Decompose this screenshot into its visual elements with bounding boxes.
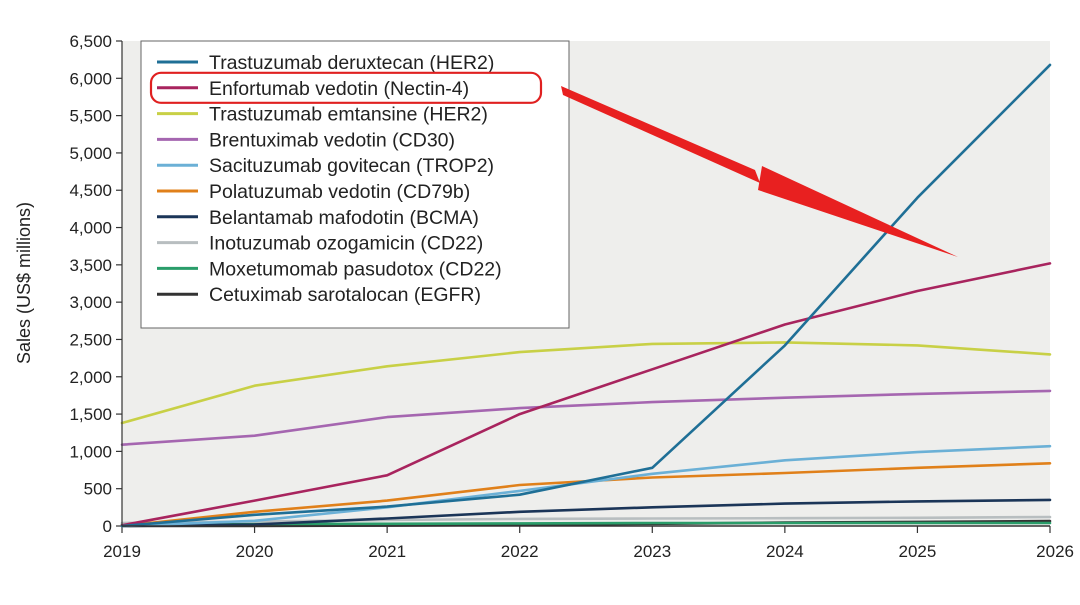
y-tick-label: 1,000: [69, 442, 112, 461]
x-tick-label: 2022: [501, 542, 539, 561]
legend-label-belantamab-mafodotin-bcma: Belantamab mafodotin (BCMA): [209, 207, 479, 229]
annotations: [149, 71, 958, 257]
y-tick-label: 6,000: [69, 69, 112, 88]
series-line-trastuzumab-deruxtecan-her2: [120, 63, 1052, 528]
y-tick-label: 2,500: [69, 330, 112, 349]
x-tick-label: 2023: [633, 542, 671, 561]
legend-label-trastuzumab-emtansine-her2: Trastuzumab emtansine (HER2): [209, 104, 488, 126]
x-tick-label: 2019: [103, 542, 141, 561]
legend-label-moxetumomab-pasudotox-cd22: Moxetumomab pasudotox (CD22): [209, 258, 502, 280]
legend-label-trastuzumab-deruxtecan-her2: Trastuzumab deruxtecan (HER2): [209, 52, 494, 74]
x-tick-label: 2025: [899, 542, 937, 561]
arrow-shaft: [561, 86, 760, 183]
legend-label-cetuximab-sarotalocan-egfr: Cetuximab sarotalocan (EGFR): [209, 284, 481, 306]
series-line-trastuzumab-emtansine-her2: [120, 341, 1052, 425]
y-tick-label: 5,000: [69, 144, 112, 163]
y-tick-label: 5,500: [69, 107, 112, 126]
x-tick-label: 2021: [368, 542, 406, 561]
y-tick-label: 4,000: [69, 219, 112, 238]
y-tick-label: 6,500: [69, 32, 112, 51]
x-tick-label: 2020: [236, 542, 274, 561]
y-tick-label: 3,500: [69, 256, 112, 275]
legend-label-sacituzumab-govitecan-trop2: Sacituzumab govitecan (TROP2): [209, 155, 494, 177]
x-tick-label: 2024: [766, 542, 804, 561]
legend-label-brentuximab-vedotin-cd30: Brentuximab vedotin (CD30): [209, 129, 455, 151]
y-tick-label: 1,500: [69, 405, 112, 424]
y-tick-label: 4,500: [69, 181, 112, 200]
series-line-enfortumab-vedotin-nectin-4: [120, 262, 1052, 527]
y-tick-label: 0: [103, 517, 112, 536]
x-axis-ticks: 2019 2020 2021 2022 2023 2024 2025 2026: [103, 526, 1074, 561]
series-lines: [120, 63, 1052, 528]
legend-box: [140, 40, 570, 329]
legend: Trastuzumab deruxtecan (HER2) Enfortumab …: [140, 40, 570, 329]
series-line-inotuzumab-ozogamicin-cd22: [120, 515, 1052, 525]
arrow-head: [758, 166, 958, 257]
legend-highlight-circle: [149, 71, 543, 104]
y-axis-label: Sales (US$ millions): [14, 202, 34, 364]
legend-label-inotuzumab-ozogamicin-cd22: Inotuzumab ozogamicin (CD22): [209, 233, 483, 255]
y-tick-label: 500: [84, 480, 112, 499]
legend-label-polatuzumab-vedotin-cd79b: Polatuzumab vedotin (CD79b): [209, 181, 470, 203]
y-tick-label: 3,000: [69, 293, 112, 312]
series-line-belantamab-mafodotin-bcma: [120, 498, 1052, 528]
y-axis-ticks: 0 500 1,000 1,500 2,000 2,500 3,000 3,500 4,000 4…: [69, 32, 122, 536]
x-tick-label: 2026: [1036, 542, 1074, 561]
series-line-brentuximab-vedotin-cd30: [120, 389, 1052, 447]
legend-label-enfortumab-vedotin-nectin-4: Enfortumab vedotin (Nectin-4): [209, 78, 469, 100]
y-tick-label: 2,000: [69, 368, 112, 387]
